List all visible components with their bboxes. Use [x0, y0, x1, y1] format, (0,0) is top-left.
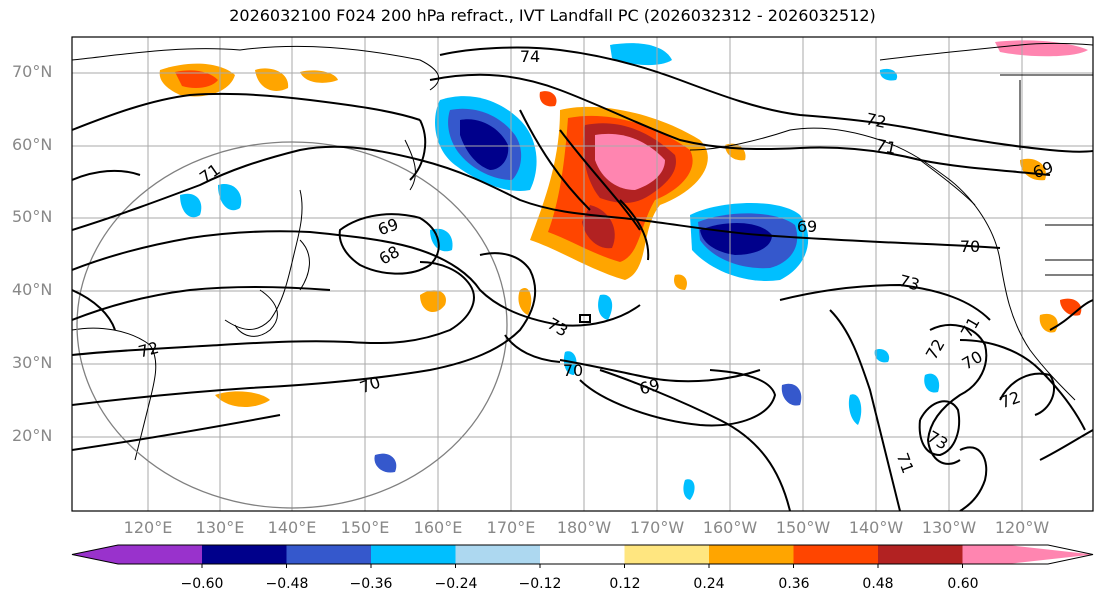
colorbar-segment: [286, 545, 372, 564]
lon-label: 160°W: [702, 518, 758, 537]
map-frame: [71, 36, 1094, 512]
colorbar-tick-label: 0.60: [947, 576, 979, 592]
lon-label: 140°W: [848, 518, 904, 537]
lon-label: 130°E: [195, 518, 245, 537]
region-circle: [76, 141, 508, 509]
colorbar-segment: [878, 545, 963, 564]
contour-label: 69: [637, 375, 662, 399]
contour-label: 70: [960, 237, 980, 256]
colorbar-outline: [71, 544, 1094, 565]
colorbar-segment: [793, 545, 879, 564]
colorbar-tick-label: 0.12: [609, 576, 641, 592]
colorbar-segment: [540, 545, 625, 564]
lon-label: 150°W: [775, 518, 831, 537]
lat-label: 60°N: [12, 135, 53, 154]
colorbar-tick-label: −0.60: [180, 576, 224, 592]
colorbar-tick-label: −0.48: [265, 576, 309, 592]
contour-label: 69: [797, 217, 817, 236]
lon-label: 120°E: [123, 518, 173, 537]
colorbar-tick-label: 0.48: [862, 576, 894, 592]
contour-label: 71: [874, 135, 898, 158]
lon-label: 170°E: [486, 518, 536, 537]
lat-label: 20°N: [12, 426, 53, 445]
map-title: 2026032100 F024 200 hPa refract., IVT La…: [229, 6, 876, 25]
graticule: [72, 37, 1093, 511]
lon-label: 160°E: [413, 518, 463, 537]
colorbar-segment: [202, 545, 287, 564]
colorbar-segment: [962, 545, 1093, 564]
colorbar-segment: [709, 545, 794, 564]
contour-label: 72: [136, 338, 161, 362]
colorbar: [71, 544, 1094, 568]
contour-label: 72: [864, 109, 888, 132]
lon-label: 180°W: [556, 518, 612, 537]
lat-label: 50°N: [12, 207, 53, 226]
colorbar-tick-label: −0.36: [349, 576, 393, 592]
colorbar-segment: [371, 545, 456, 564]
refractivity-contours: [72, 46, 1093, 511]
colorbar-tick-label: 0.36: [778, 576, 810, 592]
lon-label: 120°W: [994, 518, 1050, 537]
lon-label: 170°W: [629, 518, 685, 537]
contour-label: 70: [563, 361, 583, 380]
colorbar-segment: [72, 545, 202, 564]
colorbar-tick-label: −0.12: [518, 576, 562, 592]
lat-label: 30°N: [12, 353, 53, 372]
colorbar-tick-label: −0.24: [434, 576, 478, 592]
lat-label: 70°N: [12, 62, 53, 81]
lon-label: 130°W: [921, 518, 977, 537]
lon-label: 140°E: [267, 518, 317, 537]
colorbar-segment: [455, 545, 541, 564]
colorbar-tick-label: 0.24: [693, 576, 725, 592]
coastlines: [72, 42, 1093, 461]
contour-label: 74: [520, 47, 540, 66]
lon-label: 150°E: [340, 518, 390, 537]
contour-label: 73: [897, 271, 922, 295]
colorbar-segment: [624, 545, 710, 564]
lat-label: 40°N: [12, 280, 53, 299]
